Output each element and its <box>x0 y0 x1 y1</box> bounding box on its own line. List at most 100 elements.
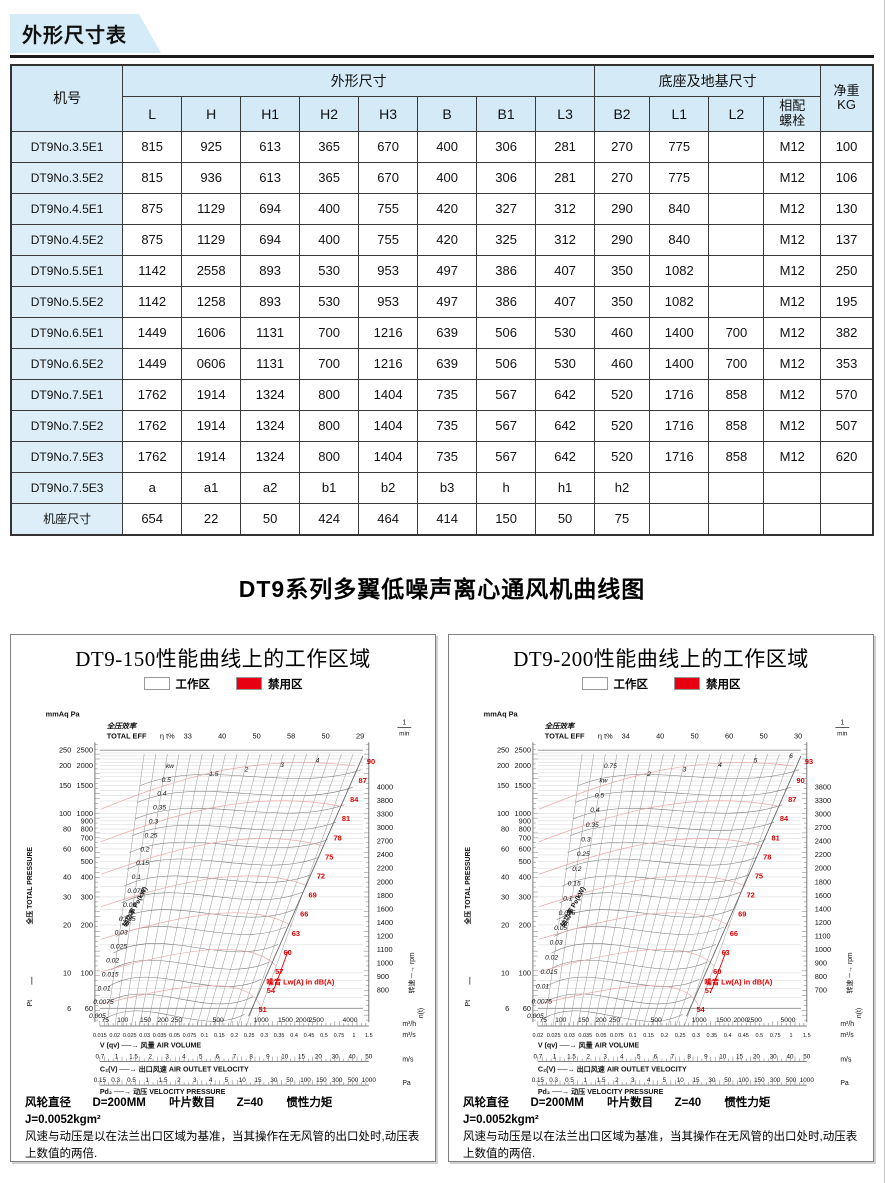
flow-m3s-label: 0.1 <box>201 1033 209 1039</box>
zone-boundary <box>248 755 364 1017</box>
value-cell <box>820 502 874 536</box>
value-cell: 1716 <box>648 440 710 473</box>
flow-m3s-label: 0.45 <box>304 1033 315 1039</box>
speed-curve <box>543 993 692 1005</box>
rpm-tick-label: 900 <box>377 972 389 981</box>
flow-m3h-label: 500 <box>213 1017 224 1024</box>
legend-forbidden-zone: 禁用区 <box>236 676 303 692</box>
value-cell: 290 <box>594 192 650 225</box>
flow-m3h-label: 250 <box>171 1017 182 1024</box>
value-cell <box>708 285 765 318</box>
power-value-label: 0.025 <box>110 944 127 951</box>
value-cell: 570 <box>820 378 874 411</box>
noise-level-label: 57 <box>705 986 713 995</box>
power-value-label: 0.015 <box>541 969 558 976</box>
value-cell <box>708 502 765 536</box>
speed-curve <box>540 1010 683 1022</box>
value-cell: 875 <box>122 192 183 225</box>
noise-level-label: 81 <box>342 814 350 823</box>
banner-rule <box>10 55 874 58</box>
mmaq-tick-label: 60 <box>501 844 509 853</box>
dimension-table: 机号 外形尺寸 底座及地基尺寸 净重 KG L H H1 H2 H3 <box>10 64 874 536</box>
efficiency-curve <box>100 949 277 973</box>
value-cell: 365 <box>299 161 360 194</box>
value-cell: 840 <box>648 192 710 225</box>
power-line <box>544 753 583 1026</box>
chart-footer: 风轮直径 D=200MM 叶片数目 Z=40 惯性力矩 J=0.0052kgm²… <box>449 1095 873 1163</box>
pa-tick-label: 60 <box>85 1004 93 1013</box>
rpm-tick-label: 2200 <box>815 850 831 859</box>
value-cell: a2 <box>240 471 301 504</box>
value-cell: b1 <box>299 471 360 504</box>
value-cell: 775 <box>648 161 710 194</box>
outlet-velocity-label: 5 <box>199 1053 203 1060</box>
value-cell: 386 <box>476 254 537 287</box>
efficiency-value: 40 <box>656 731 664 740</box>
flow-m3s-label: 1.5 <box>365 1033 373 1039</box>
outlet-velocity-label: 8 <box>687 1053 691 1060</box>
dyn-pressure-label: 10 <box>239 1077 247 1084</box>
rpm-tick-label: 1100 <box>815 931 831 940</box>
rpm-tick-label: 1600 <box>815 891 831 900</box>
table-row: DT9No.5.5E2 1142 1258 893 530 953 497 386 407 350… <box>10 285 874 318</box>
outlet-velocity-label: 9 <box>266 1053 270 1060</box>
value-cell: M12 <box>763 254 822 287</box>
value-cell: 497 <box>417 254 478 287</box>
outlet-velocity-label: 3 <box>603 1053 607 1060</box>
power-value-label: 0.015 <box>102 971 119 978</box>
value-cell: 1716 <box>648 378 710 411</box>
model-cell: DT9No.5.5E1 <box>10 254 124 287</box>
value-cell: 407 <box>535 285 596 318</box>
power-line <box>634 753 711 1026</box>
value-cell: 642 <box>535 409 596 442</box>
value-cell <box>708 471 765 504</box>
value-cell: 1142 <box>122 254 183 287</box>
section-title: DT9系列多翼低噪声离心通风机曲线图 <box>238 575 646 602</box>
value-cell: 1129 <box>181 192 242 225</box>
value-cell: 1324 <box>240 440 301 473</box>
outlet-velocity-label: 9 <box>704 1053 708 1060</box>
value-cell: M12 <box>763 409 822 442</box>
value-cell: 567 <box>476 378 537 411</box>
power-top-label: 4 <box>718 762 722 769</box>
noise-pointer <box>711 950 727 989</box>
param-label: 风轮直径 <box>25 1096 71 1109</box>
forbidden-zone-swatch <box>236 677 262 691</box>
value-cell: 520 <box>594 378 650 411</box>
footer-note-line2: 上数值的两倍. <box>25 1147 98 1160</box>
pa-tick-label: 500 <box>519 857 531 866</box>
efficiency-curve <box>538 762 794 810</box>
power-value-label: kw <box>599 777 608 784</box>
model-cell: 机座尺寸 <box>10 502 124 536</box>
power-value-label: kw <box>166 763 175 770</box>
value-cell: 613 <box>240 161 301 194</box>
rpm-unit-top: 1 <box>402 719 406 726</box>
table-row: DT9No.7.5E2 1762 1914 1324 800 1404 735 567 642 5… <box>10 409 874 442</box>
value-cell: 75 <box>594 502 650 536</box>
efficiency-value: 34 <box>622 731 630 740</box>
power-value-label: 0.3 <box>149 818 159 825</box>
dyn-pressure-label: 1 <box>584 1077 588 1084</box>
speed-curve <box>108 976 262 987</box>
power-value-label: 0.0075 <box>93 999 114 1006</box>
speed-curve <box>126 856 320 870</box>
rpm-tick-label: 1600 <box>377 904 393 913</box>
flow-m3h-label: 2500 <box>309 1017 324 1024</box>
dyn-pressure-unit: Pa <box>402 1080 411 1087</box>
mmaq-tick-label: 30 <box>501 892 509 901</box>
power-value-label: 0.1 <box>132 874 142 881</box>
curve-charts: DT9-150性能曲线上的工作区域 工作区 禁用区 mmAq Pa 2500 200… <box>0 622 884 1162</box>
pa-tick-label: 600 <box>81 844 93 853</box>
outlet-velocity-label: 6 <box>654 1053 658 1060</box>
value-cell: 460 <box>594 347 650 380</box>
outlet-velocity-unit: m/s <box>840 1056 852 1063</box>
rpm-tick-label: 4000 <box>377 782 393 791</box>
value-cell: 195 <box>820 285 874 318</box>
power-line <box>221 753 307 1026</box>
value-cell: M12 <box>763 223 822 256</box>
flow-m3h-label: 2500 <box>747 1017 762 1024</box>
efficiency-curve <box>538 912 731 940</box>
rpm-unit-bottom: min <box>399 730 410 737</box>
rpm-tick-label: 1000 <box>377 958 393 967</box>
dyn-pressure-label: 1000 <box>362 1077 377 1084</box>
